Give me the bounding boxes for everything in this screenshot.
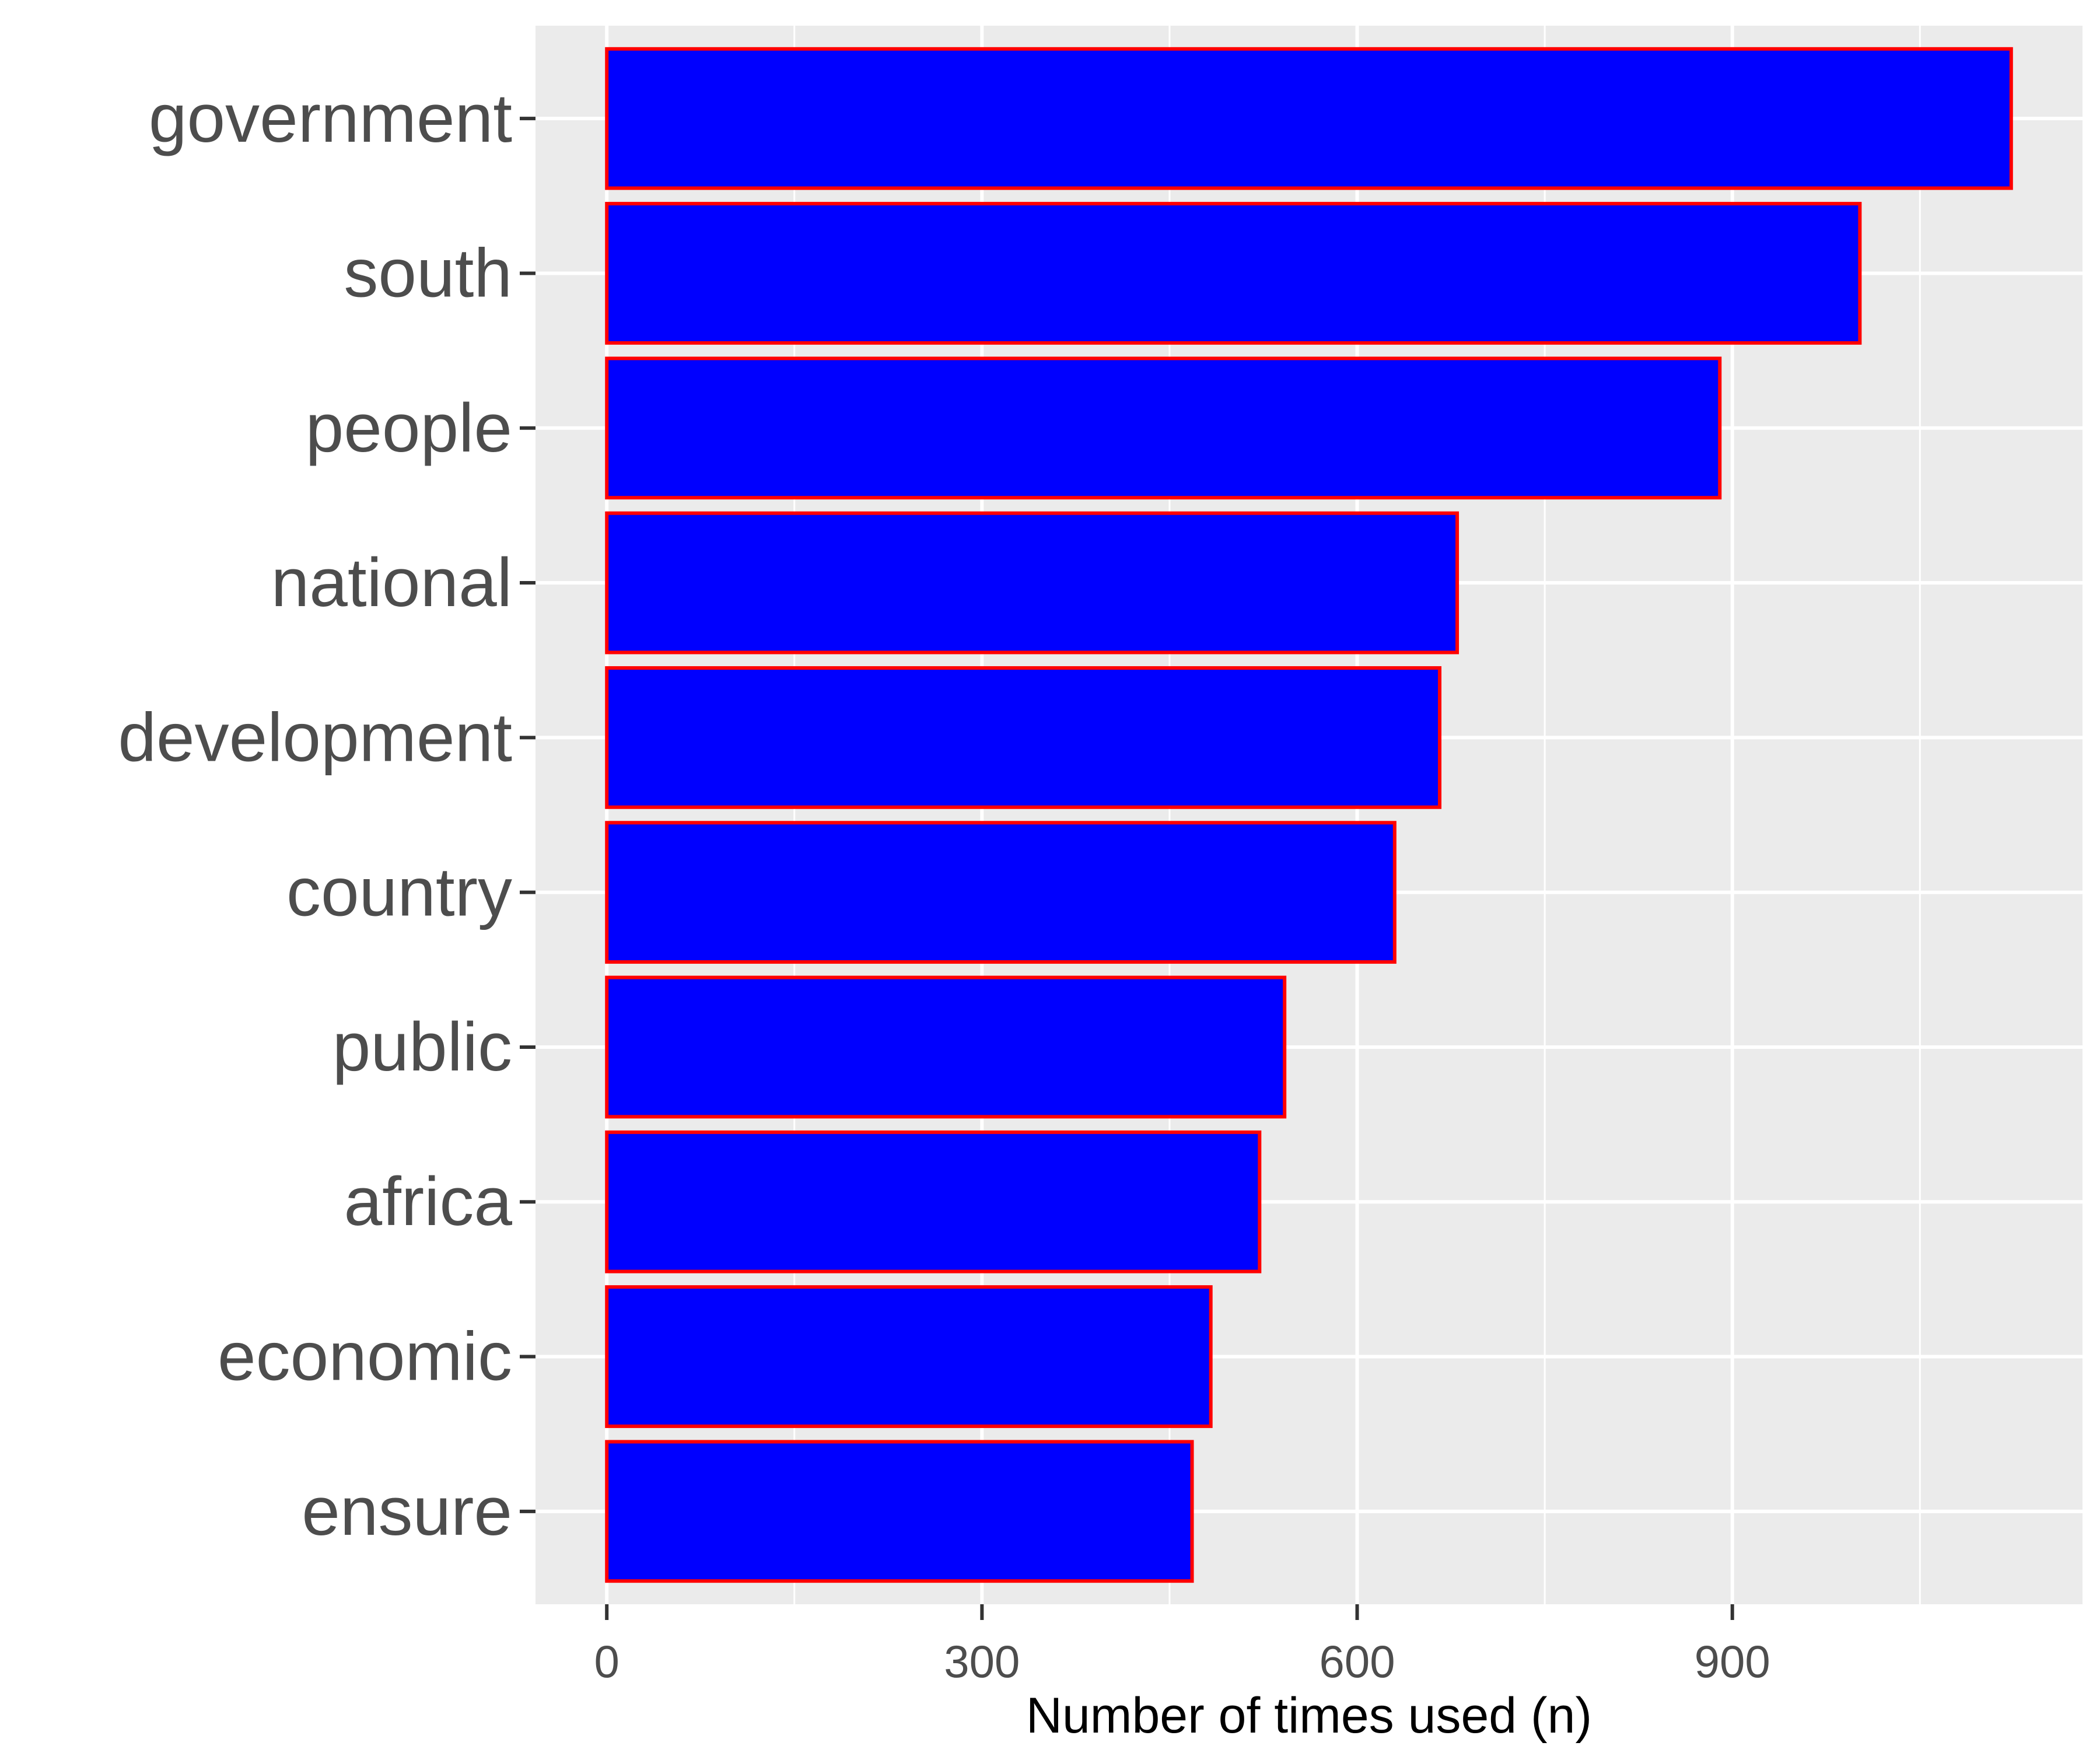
bar-ensure [605, 1440, 1194, 1583]
y-tick-label-people: people [306, 390, 512, 467]
bars [605, 47, 2013, 1583]
bar-national [605, 511, 1460, 655]
y-tick-label-ensure: ensure [302, 1473, 512, 1550]
y-tick-label-economic: economic [218, 1318, 512, 1395]
bar-country [605, 821, 1396, 964]
bar-people [605, 356, 1722, 500]
x-tick-label-3: 900 [1695, 1636, 1770, 1687]
y-tick-label-development: development [118, 699, 512, 776]
y-tick-label-south: south [344, 235, 512, 312]
bar-africa [605, 1130, 1262, 1273]
x-tick-label-1: 300 [944, 1636, 1020, 1687]
x-tick-label-0: 0 [594, 1636, 620, 1687]
y-tick-label-public: public [332, 1009, 512, 1086]
y-tick-label-country: country [286, 854, 512, 931]
x-axis: 0 300 600 900 [594, 1604, 1770, 1687]
x-tick-label-2: 600 [1319, 1636, 1395, 1687]
bar-economic [605, 1285, 1213, 1428]
bar-development [605, 666, 1442, 809]
y-axis: government south people national development… [118, 80, 536, 1550]
y-tick-label-national: national [271, 544, 512, 621]
y-tick-label-government: government [149, 80, 512, 157]
bar-government [605, 47, 2013, 190]
bar-south [605, 202, 1862, 345]
y-tick-label-africa: africa [344, 1163, 512, 1240]
bar-public [605, 975, 1287, 1119]
x-axis-title: Number of times used (n) [1026, 1688, 1592, 1744]
